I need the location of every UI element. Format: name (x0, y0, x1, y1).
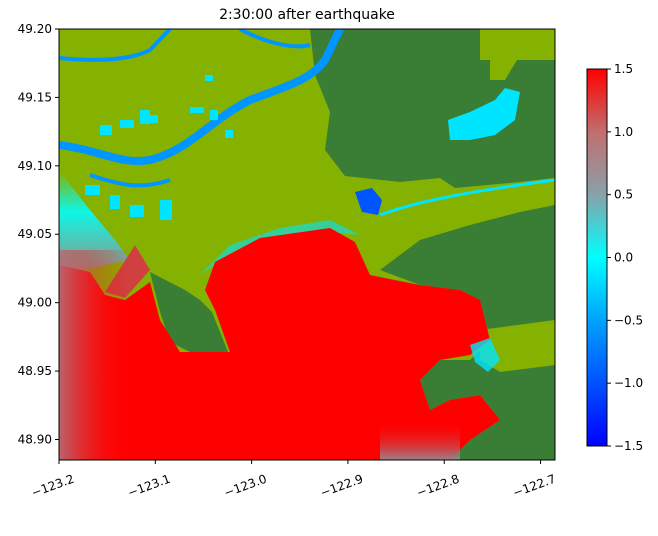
surge-fade-bottom (380, 420, 460, 460)
y-tick-label: 49.05 (18, 227, 52, 241)
y-tick-label: 49.00 (18, 296, 52, 310)
y-tick-label: 49.15 (18, 90, 52, 104)
colorbar-tick-label: −1.0 (614, 376, 643, 390)
surge-fade-left (59, 250, 129, 460)
colorbar-tick-label: 0.0 (614, 251, 633, 265)
inlet-surge (470, 338, 500, 372)
y-tick-label: 48.95 (18, 364, 52, 378)
x-tick-label: −123.2 (29, 472, 76, 500)
river-main (59, 29, 344, 165)
highland-south (380, 205, 555, 460)
y-tick-label: 48.90 (18, 432, 52, 446)
surge-region (59, 228, 500, 460)
flooded-lake (448, 88, 520, 140)
coast-fringe (200, 220, 360, 275)
colorbar-tick-label: 1.0 (614, 125, 633, 139)
colorbar-tick-label: −0.5 (614, 313, 643, 327)
colorbar-tick-label: 0.5 (614, 188, 633, 202)
negative-surge (355, 188, 382, 215)
x-tick-label: −122.9 (318, 472, 365, 500)
coastal-surge (59, 170, 130, 275)
peninsula (150, 272, 228, 352)
river-arm (59, 29, 311, 188)
x-tick-label: −122.8 (415, 472, 462, 500)
map-raster (59, 29, 555, 460)
lowland-patch (490, 29, 555, 80)
colorbar-axis: 1.5 1.0 0.5 0.0 −0.5 −1.0 −1.5 (607, 62, 643, 453)
colorbar-tick-label: −1.5 (614, 439, 643, 453)
x-tick-label: −122.7 (511, 472, 558, 500)
x-tick-label: −123.1 (126, 472, 173, 500)
y-tick-label: 49.20 (18, 22, 52, 36)
x-tick-label: −123.0 (222, 472, 269, 500)
axes-frame (58, 28, 556, 461)
flooded-patches (85, 75, 233, 220)
y-tick-label: 49.10 (18, 159, 52, 173)
y-axis: 49.20 49.15 49.10 49.05 49.00 48.95 48.90 (18, 22, 59, 446)
river-east (379, 178, 555, 217)
x-axis: −123.2 −123.1 −123.0 −122.9 −122.8 −122.7 (29, 460, 558, 500)
chart-title: 2:30:00 after earthquake (219, 7, 395, 23)
colorbar-tick-label: 1.5 (614, 62, 633, 76)
colorbar (586, 68, 608, 447)
